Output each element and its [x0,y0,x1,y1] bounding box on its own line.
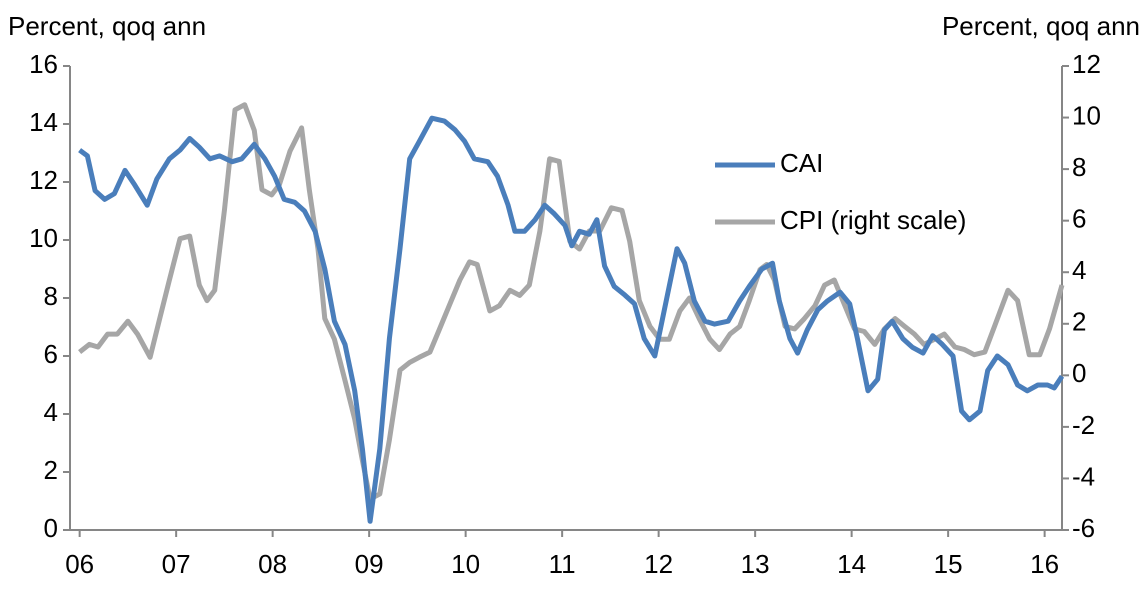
x-tick-label: 15 [934,549,963,579]
y2-tick-label: -4 [1072,461,1095,491]
legend-label: CPI (right scale) [780,205,966,235]
x-tick-label: 16 [1030,549,1059,579]
x-tick-label: 09 [355,549,384,579]
y-tick-label: 16 [29,49,58,79]
y2-tick-label: 10 [1072,100,1101,130]
x-tick-label: 07 [162,549,191,579]
y-tick-label: 2 [44,455,58,485]
x-tick-label: 12 [644,549,673,579]
y-tick-label: 8 [44,281,58,311]
y-tick-label: 0 [44,513,58,543]
y2-axis-label: Percent, qoq ann [942,11,1140,41]
y2-tick-label: 0 [1072,358,1086,388]
y2-tick-label: 8 [1072,152,1086,182]
x-tick-label: 10 [451,549,480,579]
y2-tick-label: 12 [1072,49,1101,79]
y2-tick-label: 4 [1072,255,1086,285]
series-line [78,102,1065,502]
x-tick-label: 11 [549,549,576,579]
y-tick-label: 4 [44,397,58,427]
y-tick-label: 14 [29,107,58,137]
x-tick-label: 08 [258,549,287,579]
y-axis-label: Percent, qoq ann [8,11,206,41]
x-tick-label: 14 [837,549,866,579]
x-tick-label: 06 [65,549,94,579]
y-tick-label: 12 [29,165,58,195]
y-tick-label: 6 [44,339,58,369]
legend-label: CAI [780,148,823,178]
y2-tick-label: -6 [1072,513,1095,543]
series-line [78,115,1065,524]
x-tick-label: 13 [741,549,770,579]
y-tick-label: 10 [29,223,58,253]
y2-tick-label: -2 [1072,410,1095,440]
y2-tick-label: 2 [1072,307,1086,337]
y2-tick-label: 6 [1072,204,1086,234]
